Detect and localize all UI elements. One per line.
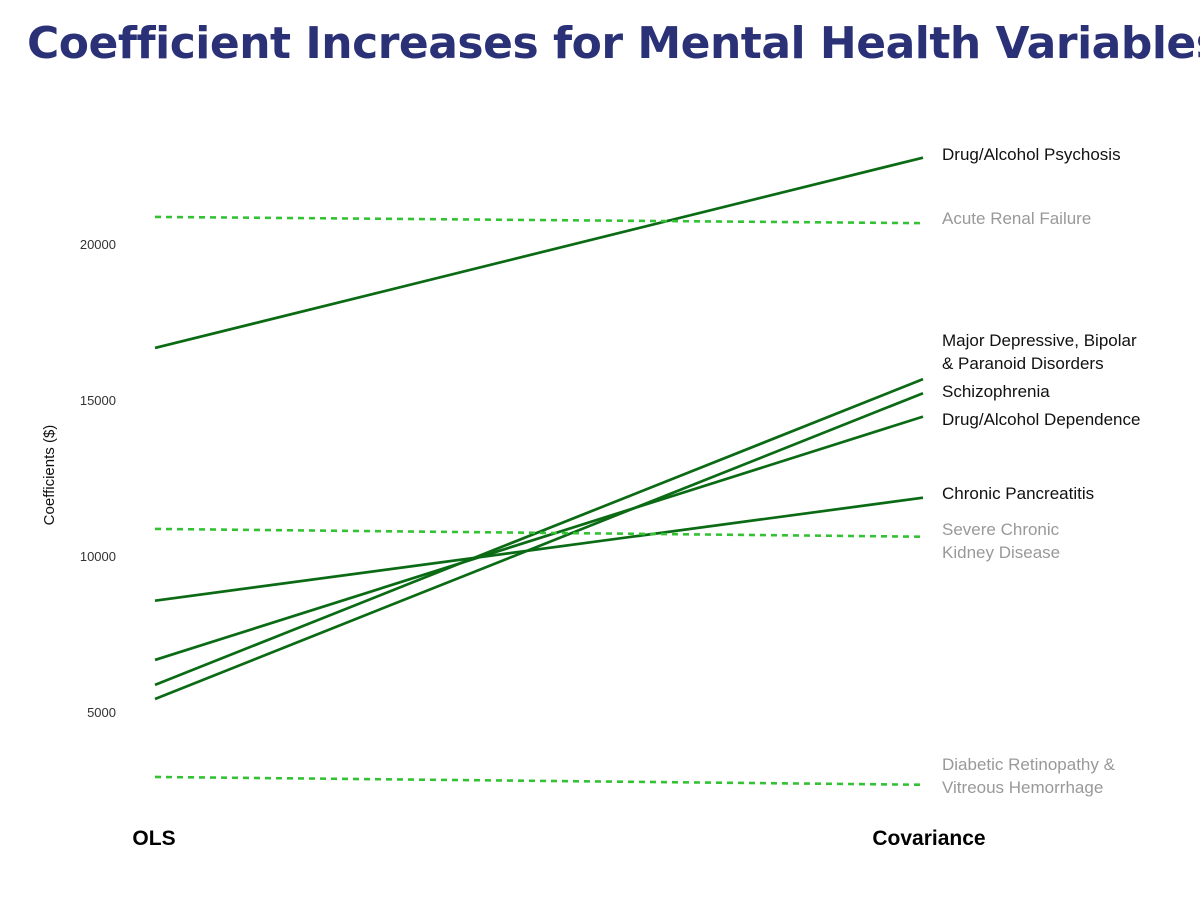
y-tick-label: 10000 xyxy=(80,549,116,564)
series-line xyxy=(154,391,924,701)
x-category-label: Covariance xyxy=(872,827,985,850)
x-category-label: OLS xyxy=(132,827,175,850)
series-label: Vitreous Hemorrhage xyxy=(942,778,1103,797)
y-tick-label: 5000 xyxy=(87,705,116,720)
series-line xyxy=(154,496,924,603)
y-tick-label: 15000 xyxy=(80,393,116,408)
series-label: Drug/Alcohol Dependence xyxy=(942,410,1140,429)
y-tick-label: 20000 xyxy=(80,237,116,252)
series-label: & Paranoid Disorders xyxy=(942,354,1104,373)
series-label: Acute Renal Failure xyxy=(942,209,1091,228)
series-label: Schizophrenia xyxy=(942,382,1050,401)
y-axis-ticks: 5000 10000 15000 20000 xyxy=(80,237,116,720)
y-axis-title: Coefficients ($) xyxy=(41,425,58,526)
series-label: Severe Chronic xyxy=(942,520,1060,539)
series-line xyxy=(154,775,924,787)
series-labels: Drug/Alcohol Psychosis Acute Renal Failur… xyxy=(942,145,1140,797)
series-label: Drug/Alcohol Psychosis xyxy=(942,145,1121,164)
series-line xyxy=(154,415,924,662)
series-line xyxy=(154,215,924,225)
series-label: Diabetic Retinopathy & xyxy=(942,755,1116,774)
page-title: Coefficient Increases for Mental Health … xyxy=(27,18,1200,69)
series-label: Chronic Pancreatitis xyxy=(942,484,1094,503)
series-line xyxy=(154,527,924,539)
series-label: Kidney Disease xyxy=(942,543,1060,562)
series-label: Major Depressive, Bipolar xyxy=(942,331,1137,350)
x-category-labels: OLS Covariance xyxy=(132,827,985,850)
series-line xyxy=(154,156,924,350)
series-line xyxy=(154,377,924,687)
series-lines xyxy=(154,156,924,787)
